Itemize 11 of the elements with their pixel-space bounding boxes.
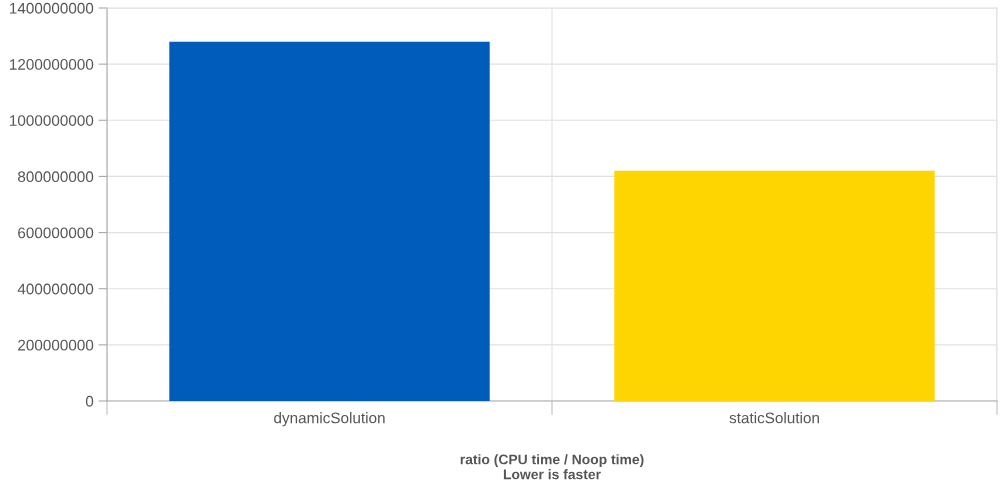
y-tick-label: 1200000000 [10,59,94,70]
y-tick-label: 1400000000 [10,2,94,14]
x-axis-title: ratio (CPU time / Noop time) Lower is faster [460,454,644,480]
y-tick-label: 200000000 [18,339,94,351]
y-tick-label: 600000000 [18,227,94,239]
y-tick-label: 800000000 [18,171,94,183]
y-tick-label: 1000000000 [10,115,94,126]
y-tick-label: 0 [85,395,94,407]
x-tick-label: staticSolution [729,412,819,424]
x-tick-label: dynamicSolution [274,412,385,427]
y-tick-label: 400000000 [17,283,94,295]
